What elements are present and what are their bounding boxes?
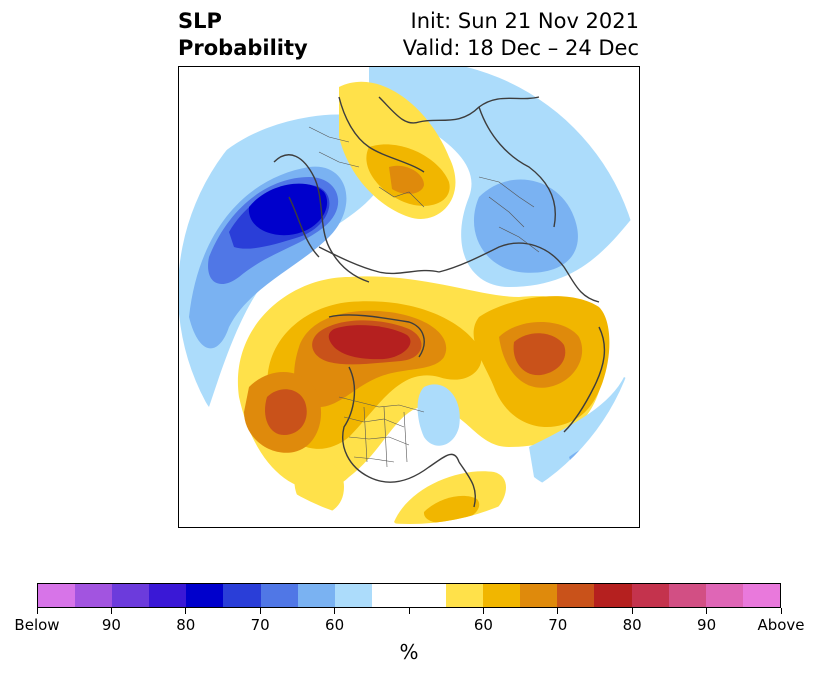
colorbar-tick-label: 60: [325, 616, 345, 634]
below-region-pacific-80: [248, 183, 328, 236]
above-region-na-80: [328, 325, 411, 360]
colorbar-cell: [112, 584, 150, 607]
colorbar-tick-label: 80: [176, 616, 196, 634]
colorbar-tick: [334, 608, 336, 614]
colorbar-tick: [185, 608, 187, 614]
above-region-pacific-south: [294, 459, 344, 515]
map-title: SLP Probability: [178, 8, 308, 62]
title-line-1: SLP: [178, 9, 222, 33]
colorbar-tick: [482, 608, 484, 614]
colorbar-cell: [668, 584, 706, 607]
above-region-atlantic-75: [513, 333, 566, 376]
colorbar-tick-label: 90: [697, 616, 717, 634]
colorbar-tick-label: 70: [250, 616, 270, 634]
colorbar-tick: [408, 608, 410, 614]
colorbar-cell: [446, 584, 484, 607]
colorbar: [37, 583, 781, 608]
colorbar-tick: [259, 608, 261, 614]
title-line-2: Probability: [178, 36, 308, 60]
colorbar-cell: [149, 584, 187, 607]
colorbar-tick: [706, 608, 708, 614]
colorbar-cell: [223, 584, 261, 607]
colorbar-cell: [75, 584, 113, 607]
probability-map: [179, 67, 639, 524]
colorbar-cell: [483, 584, 521, 607]
colorbar-cell: [520, 584, 558, 607]
colorbar-cell: [371, 584, 409, 607]
above-region-subtropics-60: [423, 495, 480, 524]
coastlines: [273, 96, 606, 508]
colorbar-tick-label: Above: [757, 616, 805, 634]
colorbar-unit: %: [399, 640, 419, 664]
date-info: Init: Sun 21 Nov 2021 Valid: 18 Dec – 24…: [403, 8, 639, 62]
colorbar-cell: [742, 584, 780, 607]
colorbar-tick: [110, 608, 112, 614]
colorbar-cell: [186, 584, 224, 607]
colorbar-cell: [38, 584, 76, 607]
colorbar-cell: [334, 584, 372, 607]
colorbar-cell: [260, 584, 298, 607]
colorbar-cell: [594, 584, 632, 607]
colorbar-cell: [631, 584, 669, 607]
borders: [308, 126, 540, 468]
colorbar-tick: [631, 608, 633, 614]
colorbar-tick-label: 80: [622, 616, 642, 634]
valid-range: Valid: 18 Dec – 24 Dec: [402, 36, 639, 60]
colorbar-tick-label: 70: [548, 616, 568, 634]
colorbar-cell: [557, 584, 595, 607]
colorbar-tick: [36, 608, 38, 614]
colorbar-tick: [557, 608, 559, 614]
above-region-arctic-70: [389, 165, 424, 194]
below-region-east-us: [417, 384, 460, 446]
above-region-pacific-east-75: [264, 389, 307, 435]
colorbar-tick-label: Below: [14, 616, 60, 634]
init-date: Init: Sun 21 Nov 2021: [410, 9, 639, 33]
colorbar-tick-label: 90: [101, 616, 121, 634]
colorbar-tick: [780, 608, 782, 614]
colorbar-cell: [705, 584, 743, 607]
colorbar-cell: [297, 584, 335, 607]
colorbar-cell: [408, 584, 447, 607]
below-region-eurasia-60: [473, 179, 578, 273]
map-panel: [178, 66, 640, 528]
colorbar-tick-label: 60: [473, 616, 493, 634]
